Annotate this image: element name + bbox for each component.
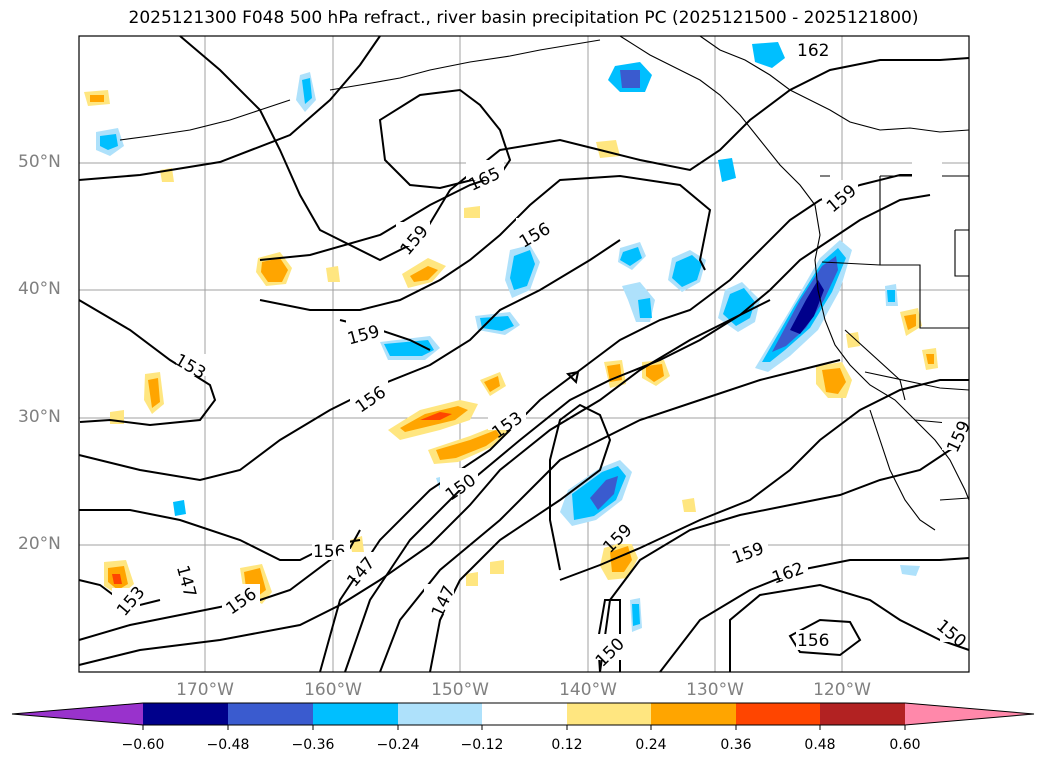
colorbar-segment	[228, 703, 313, 725]
coastlines	[119, 35, 970, 531]
map-title: 2025121300 F048 500 hPa refract., river …	[128, 8, 919, 28]
colorbar-tick-label: −0.24	[376, 737, 420, 753]
lon-label: 120°W	[813, 680, 871, 700]
colorbar-segment	[820, 703, 905, 725]
colorbar-segment	[567, 703, 651, 725]
lat-label: 40°N	[18, 279, 61, 299]
colorbar-tick-label: 0.24	[635, 737, 667, 753]
colorbar-segment	[143, 703, 228, 725]
lon-label: 170°W	[176, 680, 234, 700]
colorbar-segment	[313, 703, 398, 725]
colorbar-tick-label: −0.60	[121, 737, 165, 753]
colorbar-segment	[398, 703, 482, 725]
lat-label: 50°N	[18, 152, 61, 172]
colorbar-arrow-left	[12, 703, 143, 725]
contours	[78, 35, 970, 673]
lon-label: 160°W	[304, 680, 362, 700]
colorbar-tick-label: −0.12	[460, 737, 504, 753]
colorbar	[11, 702, 1035, 730]
precip-shading	[84, 42, 938, 632]
colorbar-tick-label: −0.36	[291, 737, 335, 753]
colorbar-tick-label: 0.60	[889, 737, 921, 753]
lon-label: 150°W	[431, 680, 489, 700]
lat-label: 20°N	[18, 534, 61, 554]
colorbar-tick-label: 0.12	[551, 737, 583, 753]
contour-label: 156	[797, 631, 829, 651]
map-frame	[78, 35, 970, 673]
lon-label: 130°W	[686, 680, 744, 700]
contour-label: 156	[313, 542, 345, 562]
colorbar-arrow-right	[905, 703, 1034, 725]
contour-labels: 162 165 159 156 159 159 153 156 153 150 …	[112, 40, 975, 671]
contour-label: 162	[797, 41, 829, 61]
colorbar-tick-label: −0.48	[206, 737, 250, 753]
colorbar-tick-label: 0.36	[720, 737, 752, 753]
lat-label: 30°N	[18, 407, 61, 427]
lon-label: 140°W	[559, 680, 617, 700]
colorbar-tick-label: 0.48	[804, 737, 836, 753]
colorbar-segment	[736, 703, 820, 725]
colorbar-segment	[651, 703, 736, 725]
colorbar-segment	[482, 703, 567, 725]
